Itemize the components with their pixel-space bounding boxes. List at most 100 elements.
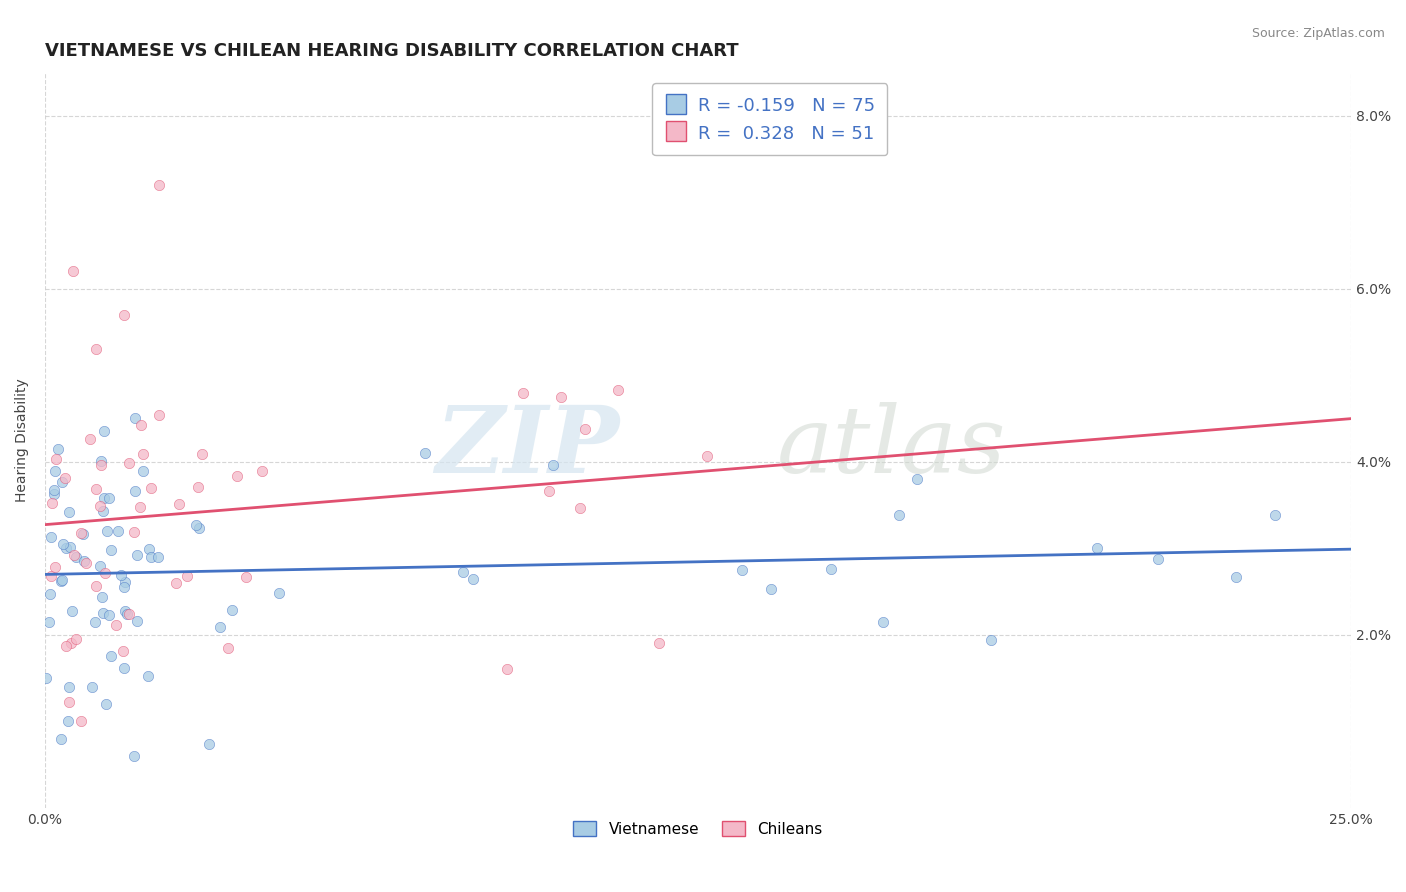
Point bbox=[187, 479, 209, 493]
Point bbox=[820, 562, 842, 576]
Point bbox=[1225, 570, 1247, 584]
Point bbox=[127, 548, 149, 562]
Point bbox=[38, 587, 60, 601]
Legend: Vietnamese, Chileans: Vietnamese, Chileans bbox=[565, 813, 830, 844]
Point bbox=[90, 454, 112, 468]
Point bbox=[138, 541, 160, 556]
Point bbox=[114, 575, 136, 590]
Text: VIETNAMESE VS CHILEAN HEARING DISABILITY CORRELATION CHART: VIETNAMESE VS CHILEAN HEARING DISABILITY… bbox=[45, 42, 738, 60]
Point bbox=[39, 530, 62, 544]
Point bbox=[132, 464, 155, 478]
Point bbox=[39, 569, 62, 583]
Point bbox=[44, 483, 66, 497]
Point bbox=[58, 680, 80, 694]
Point bbox=[221, 603, 243, 617]
Point bbox=[93, 491, 115, 505]
Point bbox=[44, 486, 66, 500]
Point bbox=[413, 446, 436, 460]
Point bbox=[209, 620, 232, 634]
Point bbox=[79, 432, 101, 446]
Point bbox=[70, 714, 93, 729]
Text: Source: ZipAtlas.com: Source: ZipAtlas.com bbox=[1251, 27, 1385, 40]
Point bbox=[148, 178, 170, 192]
Point bbox=[574, 422, 596, 436]
Point bbox=[117, 607, 139, 621]
Point bbox=[89, 558, 111, 573]
Point bbox=[250, 464, 273, 478]
Point bbox=[75, 556, 97, 570]
Point bbox=[124, 411, 146, 425]
Point bbox=[1264, 508, 1286, 522]
Point bbox=[198, 738, 221, 752]
Point bbox=[1147, 551, 1170, 566]
Point bbox=[56, 714, 79, 729]
Point bbox=[89, 499, 111, 513]
Point bbox=[38, 615, 60, 629]
Point bbox=[138, 668, 160, 682]
Point bbox=[62, 264, 84, 278]
Point bbox=[73, 554, 96, 568]
Point bbox=[759, 582, 782, 596]
Point bbox=[453, 565, 475, 579]
Point bbox=[107, 524, 129, 538]
Point bbox=[495, 662, 517, 676]
Point bbox=[100, 648, 122, 663]
Point bbox=[606, 383, 628, 397]
Point bbox=[648, 636, 671, 650]
Point bbox=[132, 447, 155, 461]
Point bbox=[111, 643, 134, 657]
Point bbox=[731, 563, 754, 577]
Point bbox=[51, 574, 73, 588]
Point bbox=[541, 458, 564, 472]
Point bbox=[46, 442, 69, 457]
Point bbox=[44, 464, 66, 478]
Point bbox=[550, 390, 572, 404]
Point bbox=[980, 632, 1002, 647]
Point bbox=[112, 308, 135, 322]
Point bbox=[63, 548, 86, 562]
Point bbox=[122, 525, 145, 540]
Point bbox=[188, 521, 211, 535]
Point bbox=[129, 418, 152, 433]
Point bbox=[51, 536, 73, 550]
Point bbox=[83, 615, 105, 629]
Point bbox=[461, 572, 484, 586]
Point bbox=[226, 469, 249, 483]
Point bbox=[139, 550, 162, 565]
Point bbox=[80, 680, 103, 694]
Point bbox=[55, 639, 77, 653]
Point bbox=[887, 508, 910, 522]
Text: ZIP: ZIP bbox=[436, 402, 620, 492]
Point bbox=[45, 452, 67, 467]
Point bbox=[267, 586, 290, 600]
Point bbox=[51, 731, 73, 746]
Point bbox=[53, 471, 76, 485]
Point bbox=[114, 603, 136, 617]
Point bbox=[70, 526, 93, 541]
Point bbox=[65, 632, 87, 647]
Point bbox=[148, 550, 170, 565]
Point bbox=[58, 695, 80, 709]
Point bbox=[235, 570, 257, 584]
Point bbox=[90, 458, 112, 473]
Point bbox=[117, 607, 139, 621]
Point bbox=[129, 500, 152, 515]
Point bbox=[217, 640, 239, 655]
Point bbox=[35, 671, 58, 685]
Point bbox=[72, 527, 94, 541]
Point bbox=[51, 475, 73, 489]
Point bbox=[96, 524, 118, 538]
Text: atlas: atlas bbox=[776, 402, 1005, 492]
Point bbox=[872, 615, 894, 630]
Point bbox=[44, 559, 66, 574]
Point bbox=[96, 697, 118, 711]
Point bbox=[90, 590, 112, 604]
Point bbox=[512, 385, 534, 400]
Y-axis label: Hearing Disability: Hearing Disability bbox=[15, 378, 30, 502]
Point bbox=[65, 550, 87, 565]
Point bbox=[91, 503, 114, 517]
Point bbox=[176, 569, 198, 583]
Point bbox=[55, 541, 77, 555]
Point bbox=[165, 576, 187, 591]
Point bbox=[118, 456, 141, 470]
